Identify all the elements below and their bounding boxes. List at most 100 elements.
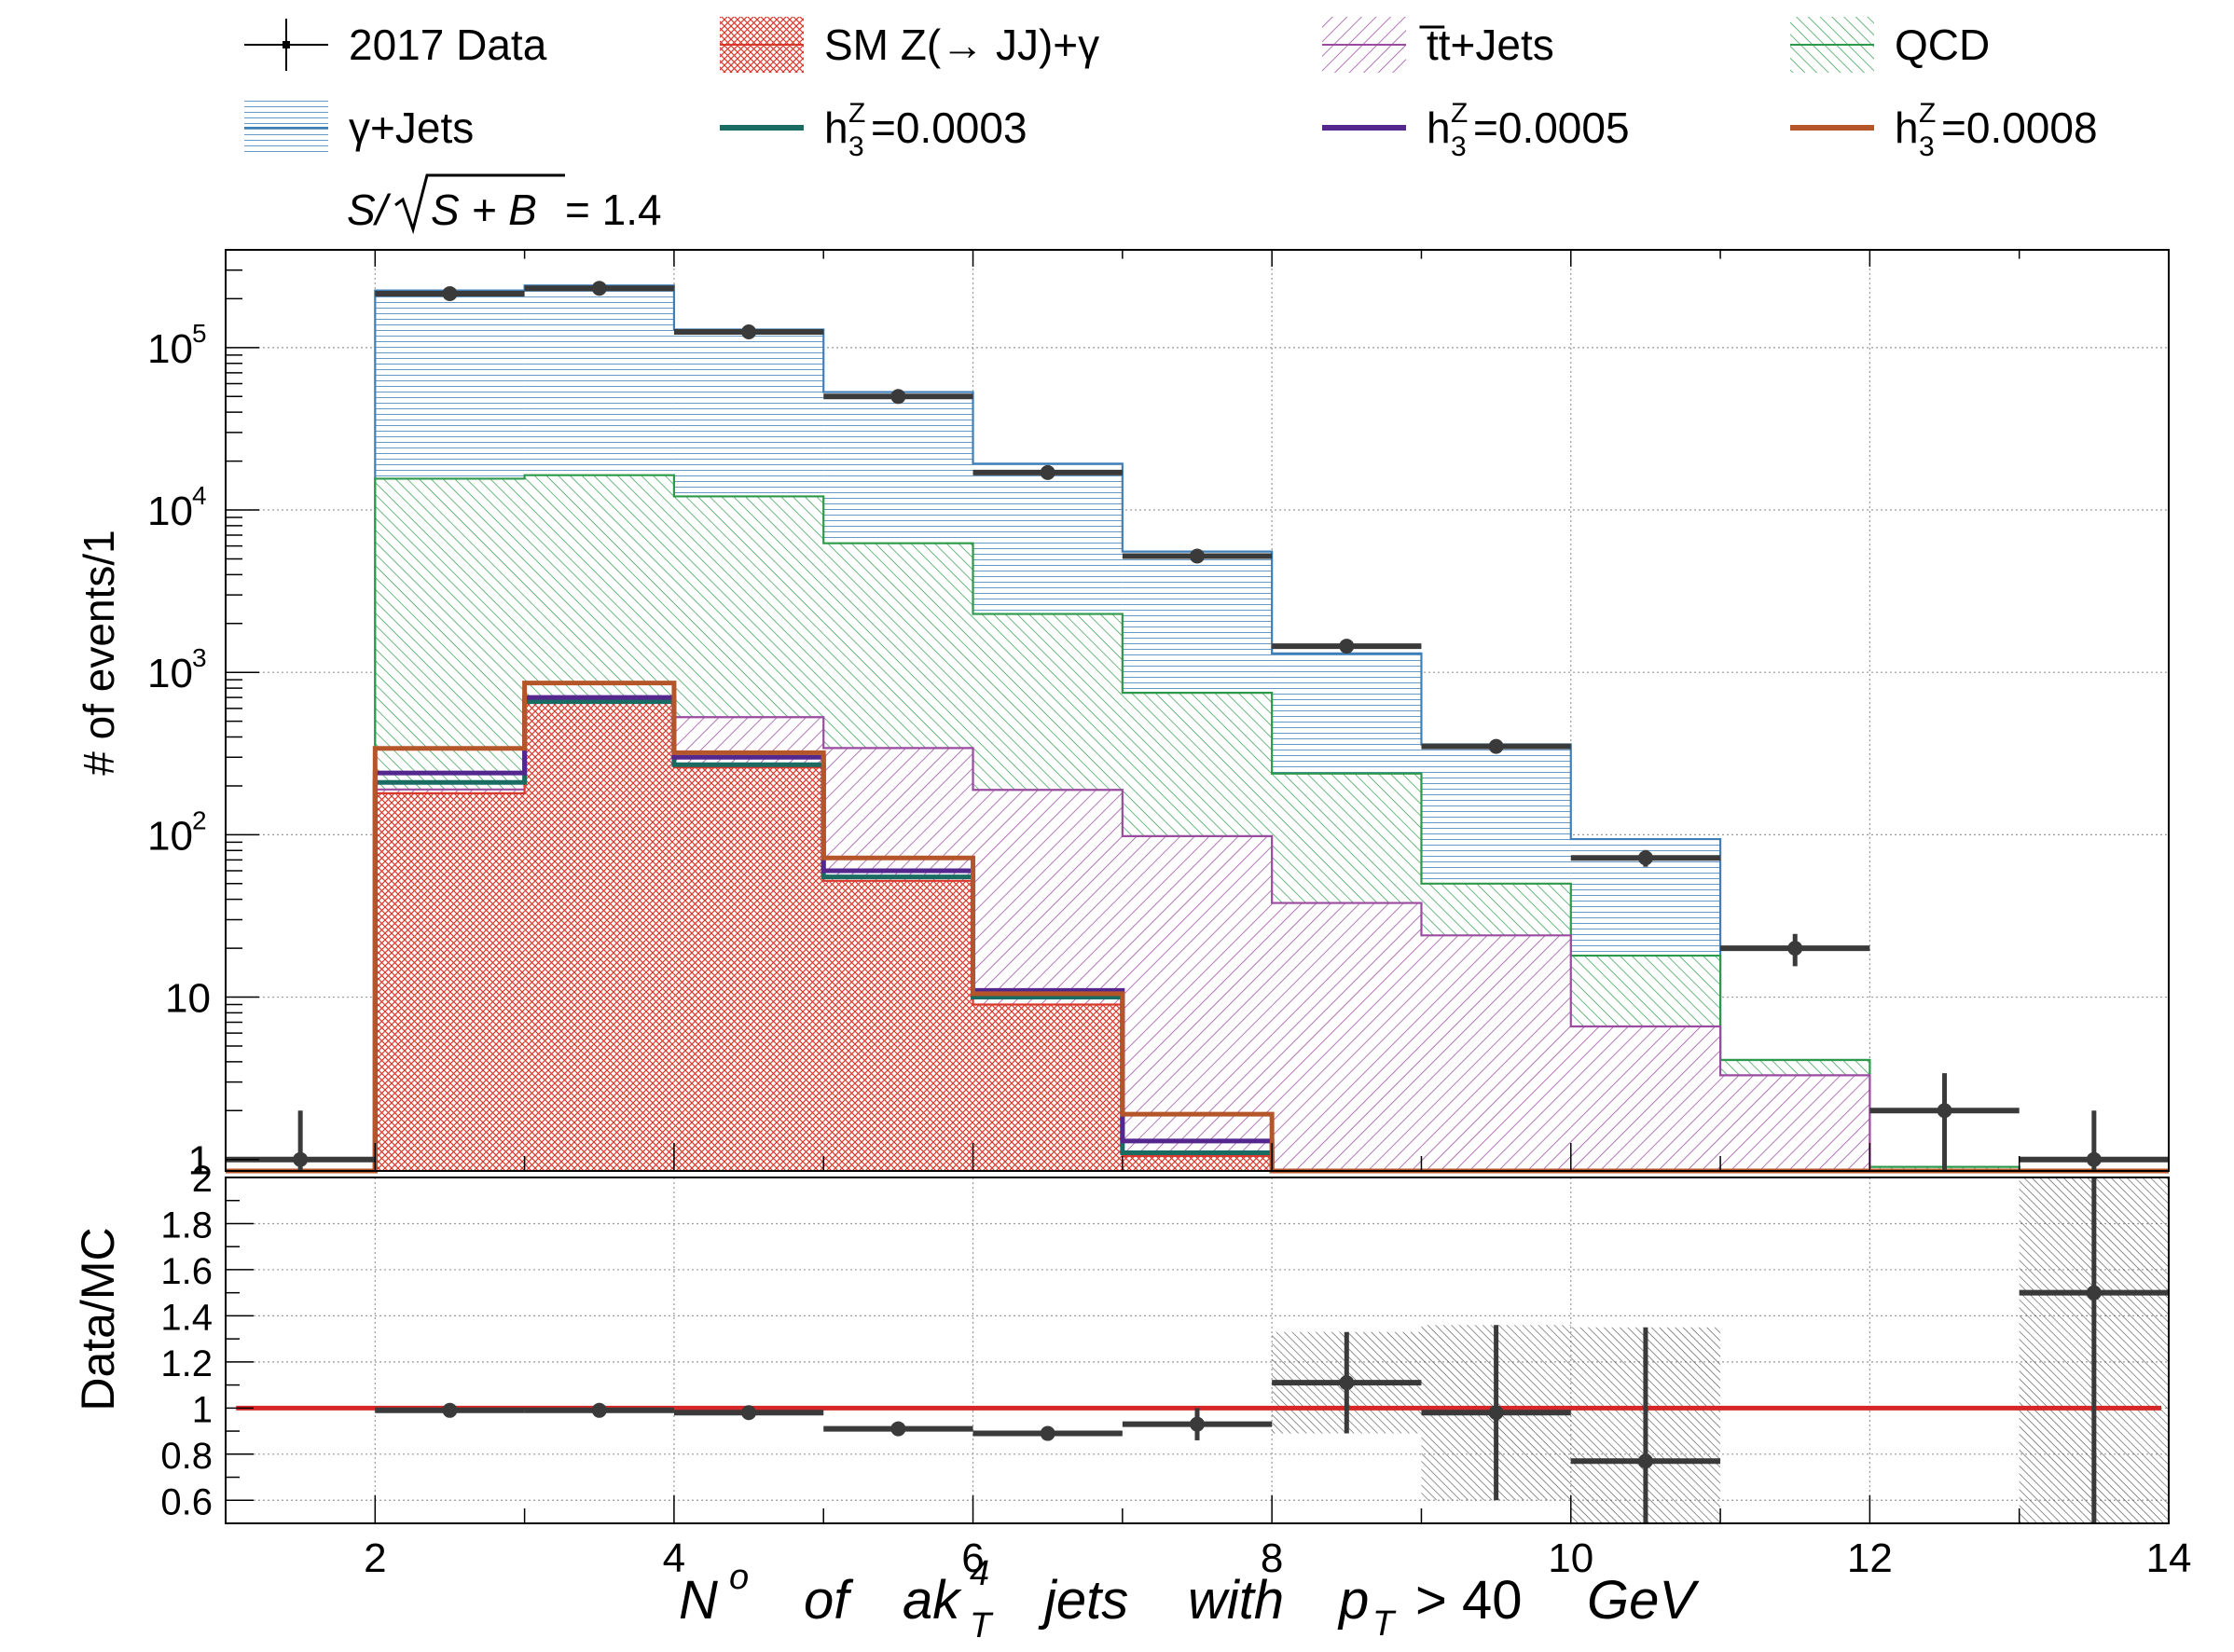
x-tick-label: 6 [961, 1535, 984, 1581]
y-axis-title-main: # of events/1 [75, 530, 123, 775]
ratio-y-tick-label: 1.2 [160, 1343, 213, 1384]
data-point-marker [890, 389, 906, 405]
data-point [524, 281, 674, 296]
stack-bin-smzg [524, 702, 674, 1171]
ratio-frame [225, 1177, 2170, 1524]
ratio-point-marker [1488, 1405, 1504, 1421]
stack-bin-ttjets [1122, 835, 1273, 1171]
ratio-y-tick-label: 2 [192, 1159, 213, 1200]
stack-bin-smzg [1122, 1156, 1273, 1171]
y-tick-label: 1 [188, 1138, 211, 1184]
plot-frame [225, 249, 2170, 1172]
data-point-marker [1190, 548, 1205, 564]
legend-entry-data: 2017 Data [244, 19, 547, 71]
ratio-y-tick-label: 1.8 [160, 1205, 213, 1246]
xlabel-jets: jets [1038, 1570, 1128, 1631]
legend-label: QCD [1895, 21, 1990, 69]
y-tick-label-exp: 5 [192, 319, 207, 348]
xlabel-N: N [679, 1570, 718, 1631]
ratio-point-marker [1040, 1425, 1055, 1441]
ratio-y-tick-label: 1 [192, 1389, 213, 1430]
y-tick-label: 10 [165, 976, 211, 1022]
data-point-marker [591, 281, 607, 296]
data-point [1272, 639, 1422, 654]
stack-bin-smzg [673, 767, 824, 1171]
ratio-point-marker [2086, 1285, 2102, 1301]
ratio-point [823, 1421, 973, 1437]
ratio-point [972, 1425, 1123, 1441]
legend-label-sub: 3 [1451, 131, 1467, 162]
data-point [1869, 1073, 2020, 1171]
y-tick-label-exp: 3 [192, 643, 207, 672]
significance-radicand: S + B [431, 186, 537, 234]
x-tick-label: 8 [1261, 1535, 1283, 1581]
y-tick-label: 10 [147, 651, 193, 696]
x-tick-label: 4 [663, 1535, 685, 1581]
y-tick-label: 10 [147, 813, 193, 859]
legend-entry-h2: h Z3 =0.0005 [1322, 98, 1630, 162]
ratio-y-tick-label: 1.4 [160, 1297, 213, 1338]
legend-label-value: =0.0005 [1473, 103, 1630, 152]
legend-label: 2017 Data [349, 21, 547, 69]
data-point-marker [741, 324, 757, 339]
y-tick-label: 10 [147, 489, 193, 534]
data-point-marker [1339, 639, 1355, 654]
legend-label-value: =0.0008 [1941, 103, 2098, 152]
significance-prefix: S/ [347, 186, 392, 234]
xlabel-p-sub: T [1372, 1604, 1397, 1644]
data-point [1720, 933, 1870, 967]
legend-label-sup: Z [1451, 98, 1468, 129]
stack-bin-ttjets [1720, 1075, 1870, 1171]
legend-label-sub: 3 [848, 131, 864, 162]
data-point [2019, 1110, 2169, 1171]
y-tick-label-exp: 4 [192, 481, 207, 510]
data-point [1421, 738, 1571, 754]
ratio-y-tick-label: 1.6 [160, 1251, 213, 1292]
x-tick-label: 10 [1548, 1535, 1593, 1581]
x-tick-label: 12 [1847, 1535, 1893, 1581]
x-tick-label: 2 [364, 1535, 386, 1581]
data-point [1122, 548, 1273, 564]
data-point-marker [1937, 1103, 1952, 1119]
ratio-y-tick-label: 0.8 [160, 1436, 213, 1477]
ratio-point [375, 1402, 525, 1418]
data-point-marker [442, 285, 458, 301]
legend-label-sub: 3 [1919, 131, 1935, 162]
ratio-point-marker [591, 1402, 607, 1418]
legend-entry-qcd: QCD [1790, 17, 1990, 73]
ratio-y-tick-label: 0.6 [160, 1481, 213, 1522]
y-tick-label-exp: 2 [192, 805, 207, 834]
data-point [673, 324, 824, 339]
y-tick-label: 10 [147, 326, 193, 372]
legend-label: SM Z(→ JJ)+γ [824, 21, 1099, 69]
ratio-point [1272, 1331, 1422, 1434]
stack-bin-ttjets [1570, 1026, 1721, 1171]
stack-bin-smzg [375, 792, 525, 1171]
legend-label-sup: Z [1919, 98, 1936, 129]
y-axis-title-ratio: Data/MC [72, 1227, 124, 1411]
legend-label-base: h [1427, 103, 1451, 152]
data-point-marker [1040, 464, 1055, 480]
significance-annotation: S/ S + B = 1.4 [347, 173, 662, 235]
legend-label-base: h [824, 103, 848, 152]
data-point-marker [1488, 738, 1504, 754]
ratio-point-marker [741, 1405, 757, 1421]
xlabel-p: p [1337, 1570, 1369, 1631]
stack-bin-ttjets [1272, 902, 1422, 1171]
stack-bin-ttjets [1421, 935, 1571, 1171]
data-point-marker [1787, 941, 1803, 957]
data-point-marker [293, 1151, 309, 1167]
xlabel-ak: ak [903, 1570, 962, 1631]
xlabel-ak-sup: 4 [970, 1554, 989, 1593]
legend-marker-point [283, 41, 290, 48]
legend-entry-ttjets: t̅t+Jets [1322, 17, 1554, 73]
data-point-marker [1637, 850, 1653, 866]
stack-bin-smzg [972, 1004, 1123, 1171]
xlabel-ak-sub: T [970, 1606, 994, 1645]
ratio-area [226, 1177, 2169, 1523]
xlabel-with: with [1188, 1570, 1284, 1631]
legend-label-base: h [1895, 103, 1919, 152]
ratio-point [1122, 1408, 1273, 1440]
